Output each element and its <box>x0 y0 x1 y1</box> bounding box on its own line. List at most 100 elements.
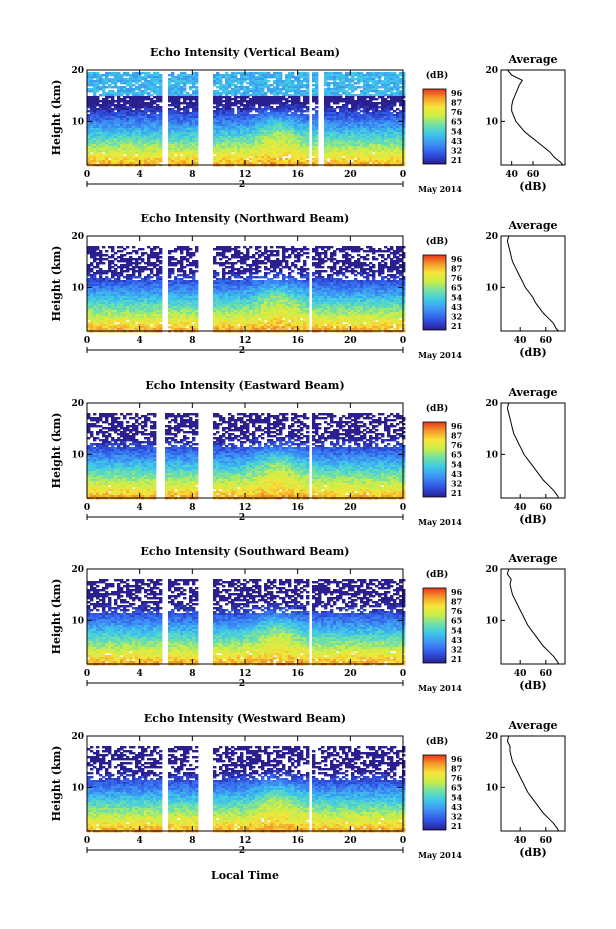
heatmap-cell <box>225 82 229 85</box>
heatmap-cell <box>327 82 331 85</box>
heatmap-cell <box>183 118 187 121</box>
heatmap-cell <box>90 256 94 259</box>
heatmap-cell <box>237 152 241 155</box>
heatmap-cell <box>180 88 184 91</box>
heatmap-cell <box>291 120 295 123</box>
heatmap-cell <box>129 108 133 111</box>
heatmap-cell <box>174 96 178 99</box>
heatmap-cell <box>96 78 100 81</box>
heatmap-cell <box>228 110 232 113</box>
heatmap-cell <box>192 94 196 97</box>
heatmap-cell <box>126 82 130 85</box>
heatmap-cell <box>171 158 175 161</box>
heatmap-cell <box>216 160 220 163</box>
heatmap-cell <box>87 102 91 105</box>
heatmap-cell <box>132 250 136 253</box>
heatmap-cell <box>222 108 226 111</box>
heatmap-cell <box>144 132 148 135</box>
heatmap-cell <box>231 124 235 127</box>
heatmap-cell <box>144 114 148 117</box>
heatmap-cell <box>294 104 298 107</box>
heatmap-cell <box>297 154 301 157</box>
heatmap-cell <box>174 144 178 147</box>
heatmap-cell <box>102 106 106 109</box>
heatmap-cell <box>168 142 172 145</box>
heatmap-cell <box>93 122 97 125</box>
heatmap-cell <box>126 90 130 93</box>
heatmap-cell <box>354 88 358 91</box>
heatmap-cell <box>120 112 124 115</box>
heatmap-cell <box>159 118 163 121</box>
heatmap-cell <box>195 74 199 77</box>
heatmap-cell <box>219 84 223 87</box>
heatmap-cell <box>177 98 181 101</box>
heatmap-cell <box>222 162 226 165</box>
heatmap-cell <box>129 98 133 101</box>
heatmap-cell <box>114 104 118 107</box>
heatmap-cell <box>261 78 265 81</box>
heatmap-cell <box>255 96 259 99</box>
heatmap-cell <box>297 150 301 153</box>
heatmap-cell <box>195 76 199 79</box>
heatmap-cell <box>315 120 319 123</box>
heatmap-cell <box>150 90 154 93</box>
heatmap-cell <box>291 90 295 93</box>
heatmap-cell <box>114 126 118 129</box>
heatmap-cell <box>306 102 310 105</box>
heatmap-cell <box>99 150 103 153</box>
heatmap-cell <box>264 128 268 131</box>
heatmap-cell <box>255 86 259 89</box>
heatmap-cell <box>171 102 175 105</box>
heatmap-cell <box>252 160 256 163</box>
heatmap-cell <box>225 96 229 99</box>
heatmap-cell <box>225 104 229 107</box>
heatmap-cell <box>306 76 310 79</box>
heatmap-cell <box>189 152 193 155</box>
heatmap-cell <box>327 86 331 89</box>
heatmap-cell <box>90 104 94 107</box>
heatmap-cell <box>132 102 136 105</box>
heatmap-cell <box>168 94 172 97</box>
heatmap-cell <box>303 160 307 163</box>
heatmap-cell <box>231 116 235 119</box>
heatmap-cell <box>168 136 172 139</box>
heatmap-cell <box>102 114 106 117</box>
heatmap-cell <box>231 134 235 137</box>
heatmap-cell <box>255 108 259 111</box>
heatmap-cell <box>93 82 97 85</box>
heatmap-cell <box>297 162 301 165</box>
heatmap-cell <box>144 72 148 75</box>
heatmap-cell <box>192 106 196 109</box>
heatmap-cell <box>96 96 100 99</box>
heatmap-cell <box>153 156 157 159</box>
heatmap-cell <box>276 122 280 125</box>
heatmap-cell <box>111 128 115 131</box>
heatmap-cell <box>231 72 235 75</box>
heatmap-cell <box>315 162 319 165</box>
heatmap-cell <box>294 134 298 137</box>
heatmap-cell <box>108 108 112 111</box>
heatmap-cell <box>288 96 292 99</box>
heatmap-cell <box>285 138 289 141</box>
heatmap-cell <box>252 108 256 111</box>
heatmap-cell <box>144 108 148 111</box>
heatmap-cell <box>258 84 262 87</box>
heatmap-cell <box>120 130 124 133</box>
heatmap-cell <box>243 120 247 123</box>
heatmap-cell <box>126 148 130 151</box>
heatmap-cell <box>306 98 310 101</box>
heatmap-cell <box>276 84 280 87</box>
heatmap-cell <box>123 90 127 93</box>
heatmap-cell <box>243 90 247 93</box>
heatmap-cell <box>186 106 190 109</box>
heatmap-cell <box>192 96 196 99</box>
heatmap-cell <box>306 134 310 137</box>
heatmap-cell <box>189 94 193 97</box>
heatmap-cell <box>225 92 229 95</box>
heatmap-cell <box>255 102 259 105</box>
heatmap-cell <box>279 130 283 133</box>
heatmap-cell <box>234 120 238 123</box>
heatmap-cell <box>231 162 235 165</box>
heatmap-cell <box>168 162 172 165</box>
heatmap-cell <box>108 114 112 117</box>
